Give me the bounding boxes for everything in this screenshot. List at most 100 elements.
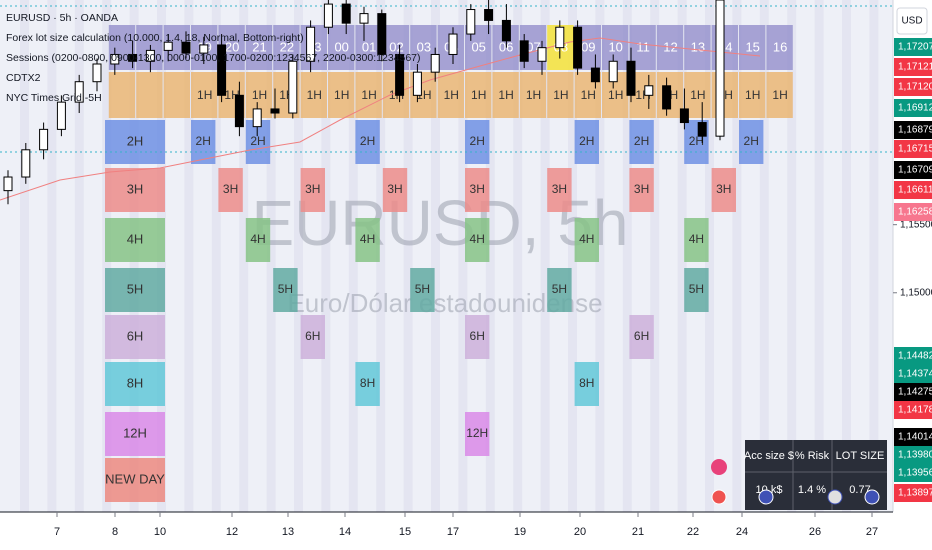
interval-label: 4H [579,232,594,246]
price-label-bg [894,347,932,365]
candle-body [252,108,262,128]
hour-cell [684,25,711,70]
stripe [239,0,249,512]
candle-body [662,85,672,110]
hour-label: 15 [745,39,759,54]
stripe [595,0,605,512]
hour-label: 00 [334,39,348,54]
one-hour-cell [492,72,519,118]
interval-label: 3H [552,182,567,196]
interval-cell [105,168,165,212]
interval-cell [300,168,325,212]
hour-label: 02 [389,39,403,54]
price-label-bg [894,78,932,96]
candle-body [626,60,636,96]
price-label-bg [894,121,932,139]
interval-label: 6H [470,329,485,343]
candle-body [110,53,120,65]
price-label: 1,14275 [898,387,932,398]
interval-cell [684,218,709,262]
interval-cell [711,168,736,212]
hour-label: 20 [225,39,239,54]
one-hour-label: 1H [197,88,212,102]
candle-body [288,60,298,114]
price-label-bg [894,58,932,76]
y-tick-label: 1,15500 [900,219,932,230]
candle-body [395,53,405,96]
stripe [348,0,358,512]
interval-label: 3H [470,182,485,196]
interval-cell [465,315,490,359]
stripe [403,0,413,512]
candle-body [448,33,458,55]
candle-body [590,67,600,83]
interval-label: 6H [127,328,144,343]
one-hour-cell [437,72,464,118]
price-label-bg [894,140,932,158]
interval-label: 3H [127,181,144,196]
candle-body [234,94,244,128]
interval-cell [574,120,599,164]
x-tick-label: 8 [112,526,118,538]
legend-item: Sessions (0200-0800, 0900-1300, 0000-010… [6,52,421,64]
one-hour-label: 1H [772,88,787,102]
interval-label: 2H [634,134,649,148]
one-hour-label: 1H [361,88,376,102]
axes: 1,15500 1,15000 1,17207 1,17121 1,17120 1,169… [54,38,932,538]
interval-cell [547,168,572,212]
interval-cell [465,412,490,456]
price-label-bg [894,99,932,117]
x-tick-label: 19 [514,526,526,538]
stripe [540,0,550,512]
price-label: 1,13956 [898,468,932,479]
interval-cell [574,362,599,406]
alert-icon [711,459,727,475]
candle-body [270,108,280,114]
candle-body [181,41,191,54]
candle-body [430,53,440,73]
interval-label: 8H [360,376,375,390]
candle-body [217,44,227,96]
stripe [485,0,495,512]
hour-cell [136,25,163,70]
currency-box[interactable] [896,7,928,35]
interval-label: NEW DAY [105,471,165,486]
x-tick-label: 14 [339,526,351,538]
stripe [20,0,29,512]
interval-cell [105,218,165,262]
interval-label: 2H [470,134,485,148]
candle-body [128,53,138,62]
legend: EURUSD · 5h · OANDA Forex lot size calcu… [6,12,421,104]
stripe [732,0,742,512]
hour-cell [328,25,355,70]
interval-label: 6H [305,329,320,343]
candle-body [306,26,316,62]
currency[interactable]: USD [901,16,922,27]
interval-label: 2H [360,134,375,148]
icons [711,459,880,505]
interval-cell [105,315,165,359]
interval-label: 4H [360,232,375,246]
candle-body [56,101,66,130]
one-hour-label: 1H [498,88,513,102]
interval-cell [191,120,216,164]
one-hour-cell [300,72,327,118]
x-tick-label: 21 [632,526,644,538]
x-tick-label: 17 [447,526,459,538]
hour-cell [739,25,766,70]
price-label: 1,17207 [898,42,932,53]
candle-body [484,9,494,21]
stripe [458,0,468,512]
interval-cell [739,120,764,164]
interval-cell [574,218,599,262]
price-label-bg [894,365,932,383]
hour-label: 01 [362,39,376,54]
candle-body [39,128,49,151]
interval-cell [684,268,709,312]
y-tick-label: 1,15000 [900,287,932,298]
candle-body [145,49,155,62]
interval-cell [629,120,654,164]
one-hour-cell [328,72,355,118]
candle-body [466,9,476,35]
interval-label: 5H [127,281,144,296]
